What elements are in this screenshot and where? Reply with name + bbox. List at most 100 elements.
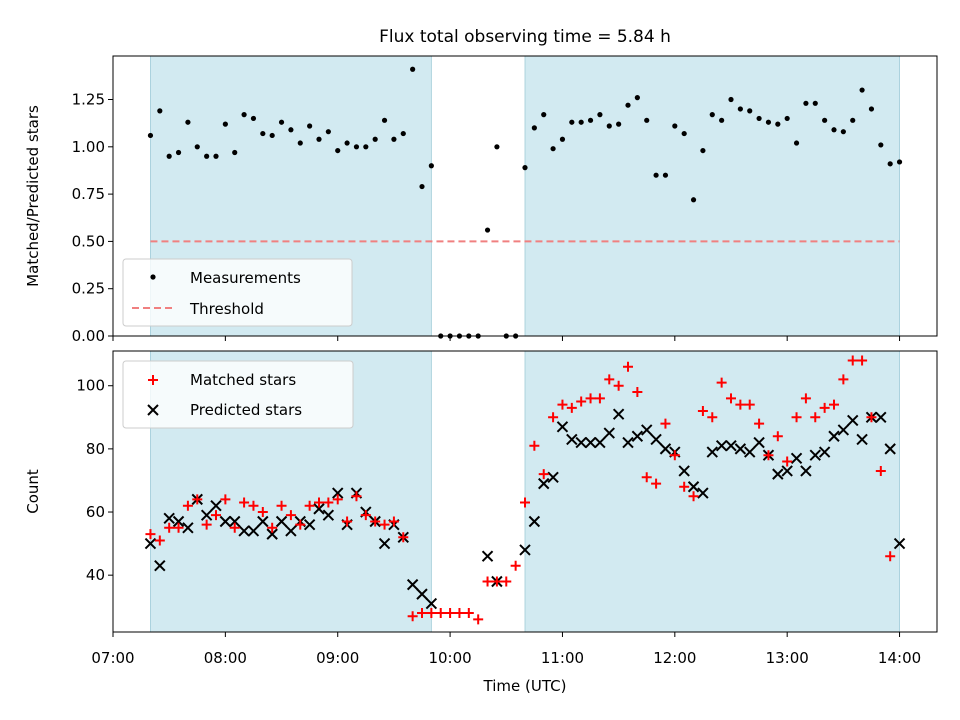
- measurement-point: [616, 121, 622, 127]
- predicted-star-point: [182, 522, 194, 534]
- predicted-star-point: [519, 544, 531, 556]
- matched-star-point: [772, 431, 783, 442]
- measurement-point: [672, 123, 678, 129]
- matched-star-point: [295, 519, 306, 530]
- predicted-star-point: [715, 440, 728, 452]
- observing-band: [524, 350, 900, 633]
- y-tick-label: 80: [86, 440, 105, 458]
- measurement-point: [737, 106, 743, 112]
- measurement-point: [344, 140, 350, 146]
- matched-star-point: [314, 497, 324, 508]
- measurement-point: [204, 153, 210, 159]
- predicted-star-point: [612, 408, 625, 420]
- matched-star-point: [744, 399, 755, 410]
- predicted-star-point: [744, 446, 756, 458]
- x-tick-label: 13:00: [766, 649, 809, 667]
- predicted-star-point: [247, 525, 260, 537]
- ratio-y-axis-label: Matched/Predicted stars: [24, 105, 42, 287]
- measurement-point: [569, 119, 575, 125]
- count-x-ticks: 07:00 08:00 09:00 10:00 11:00 12:00 13:00 14:00: [91, 632, 921, 667]
- predicted-star-point: [266, 528, 278, 540]
- matched-star-point: [173, 522, 184, 533]
- measurement-point: [522, 165, 528, 171]
- measurement-point: [410, 66, 416, 72]
- measurement-point: [756, 115, 762, 122]
- y-tick-label: 60: [86, 503, 105, 521]
- measurement-point: [793, 140, 800, 146]
- measurement-point: [241, 112, 247, 118]
- matched-star-point: [529, 440, 540, 451]
- matched-star-point: [267, 522, 278, 533]
- matched-star-point: [857, 355, 868, 366]
- matched-star-point: [239, 497, 250, 508]
- matched-star-point: [323, 497, 334, 508]
- matched-star-point: [866, 412, 877, 423]
- predicted-star-point: [659, 443, 672, 455]
- legend-measurements-label: Measurements: [190, 269, 301, 287]
- predicted-star-point: [781, 465, 793, 477]
- matched-star-point: [557, 399, 568, 410]
- ratio-legend: Measurements Threshold: [122, 258, 353, 327]
- count-panel-frame: [112, 350, 938, 633]
- measurement-point: [681, 130, 687, 137]
- matched-star-point: [182, 500, 193, 511]
- measurement-point: [896, 159, 903, 165]
- legend-threshold-label: Threshold: [189, 300, 264, 318]
- matched-star-point: [754, 418, 765, 429]
- measurement-point: [260, 130, 266, 137]
- matched-star-point: [304, 500, 315, 511]
- predicted-star-point: [538, 477, 550, 490]
- predicted-star-point: [584, 436, 597, 449]
- x-tick-label: 09:00: [316, 649, 359, 667]
- count-legend: Matched stars Predicted stars: [122, 360, 354, 429]
- observing-band: [524, 55, 900, 337]
- measurement-point: [269, 132, 275, 139]
- predicted-star-point: [734, 443, 747, 455]
- measurement-point: [634, 95, 640, 101]
- predicted-star-point: [697, 487, 709, 499]
- measurement-point: [419, 183, 425, 190]
- measurement-point: [288, 127, 294, 133]
- predicted-star-point: [378, 537, 391, 550]
- measurement-point: [878, 142, 884, 148]
- matched-star-point: [735, 399, 746, 410]
- count-y-ticks: 40 60 80 100: [76, 377, 113, 584]
- matched-star-point: [819, 402, 830, 413]
- y-tick-label: 0.25: [72, 280, 105, 298]
- measurement-point: [709, 112, 715, 118]
- matched-star-point: [791, 412, 802, 423]
- matched-star-point: [192, 494, 203, 505]
- y-tick-label: 40: [86, 566, 105, 584]
- matched-star-point: [388, 516, 399, 527]
- matched-star-point: [716, 377, 727, 388]
- ratio-panel: 0.00 0.25 0.50 0.75 1.00 1.25 Matched/Predict…: [24, 55, 938, 345]
- predicted-star-point: [575, 436, 587, 449]
- matched-star-point: [407, 611, 418, 622]
- measurement-point: [297, 140, 303, 146]
- measurement-point: [531, 125, 537, 131]
- count-y-axis-label: Count: [24, 469, 42, 514]
- legend-measurement-marker: [150, 274, 156, 280]
- matched-star-point: [145, 529, 156, 540]
- legend-box: [122, 258, 353, 327]
- measurement-point: [822, 117, 828, 123]
- matched-star-point: [379, 519, 390, 530]
- measurement-point: [194, 144, 200, 150]
- y-tick-label: 0.00: [72, 327, 105, 345]
- predicted-star-point: [313, 503, 325, 515]
- matched-star-point: [164, 522, 175, 533]
- predicted-star-point: [425, 597, 438, 610]
- legend-box: [122, 360, 354, 429]
- measurement-point: [363, 144, 369, 150]
- matched-star-point: [847, 355, 858, 366]
- count-points: [144, 355, 906, 625]
- predicted-star-point: [556, 421, 569, 433]
- matched-star-point: [651, 478, 662, 489]
- predicted-star-point: [856, 433, 868, 446]
- predicted-star-point: [481, 550, 494, 562]
- measurement-point: [307, 123, 313, 129]
- x-tick-label: 11:00: [541, 649, 584, 667]
- predicted-star-point: [753, 436, 765, 449]
- measurement-point: [850, 117, 856, 123]
- predicted-star-point: [828, 430, 840, 442]
